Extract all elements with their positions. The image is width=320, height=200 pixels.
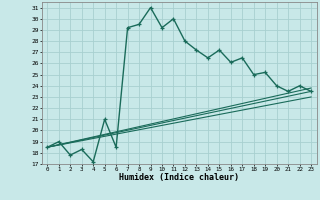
X-axis label: Humidex (Indice chaleur): Humidex (Indice chaleur) [119, 173, 239, 182]
